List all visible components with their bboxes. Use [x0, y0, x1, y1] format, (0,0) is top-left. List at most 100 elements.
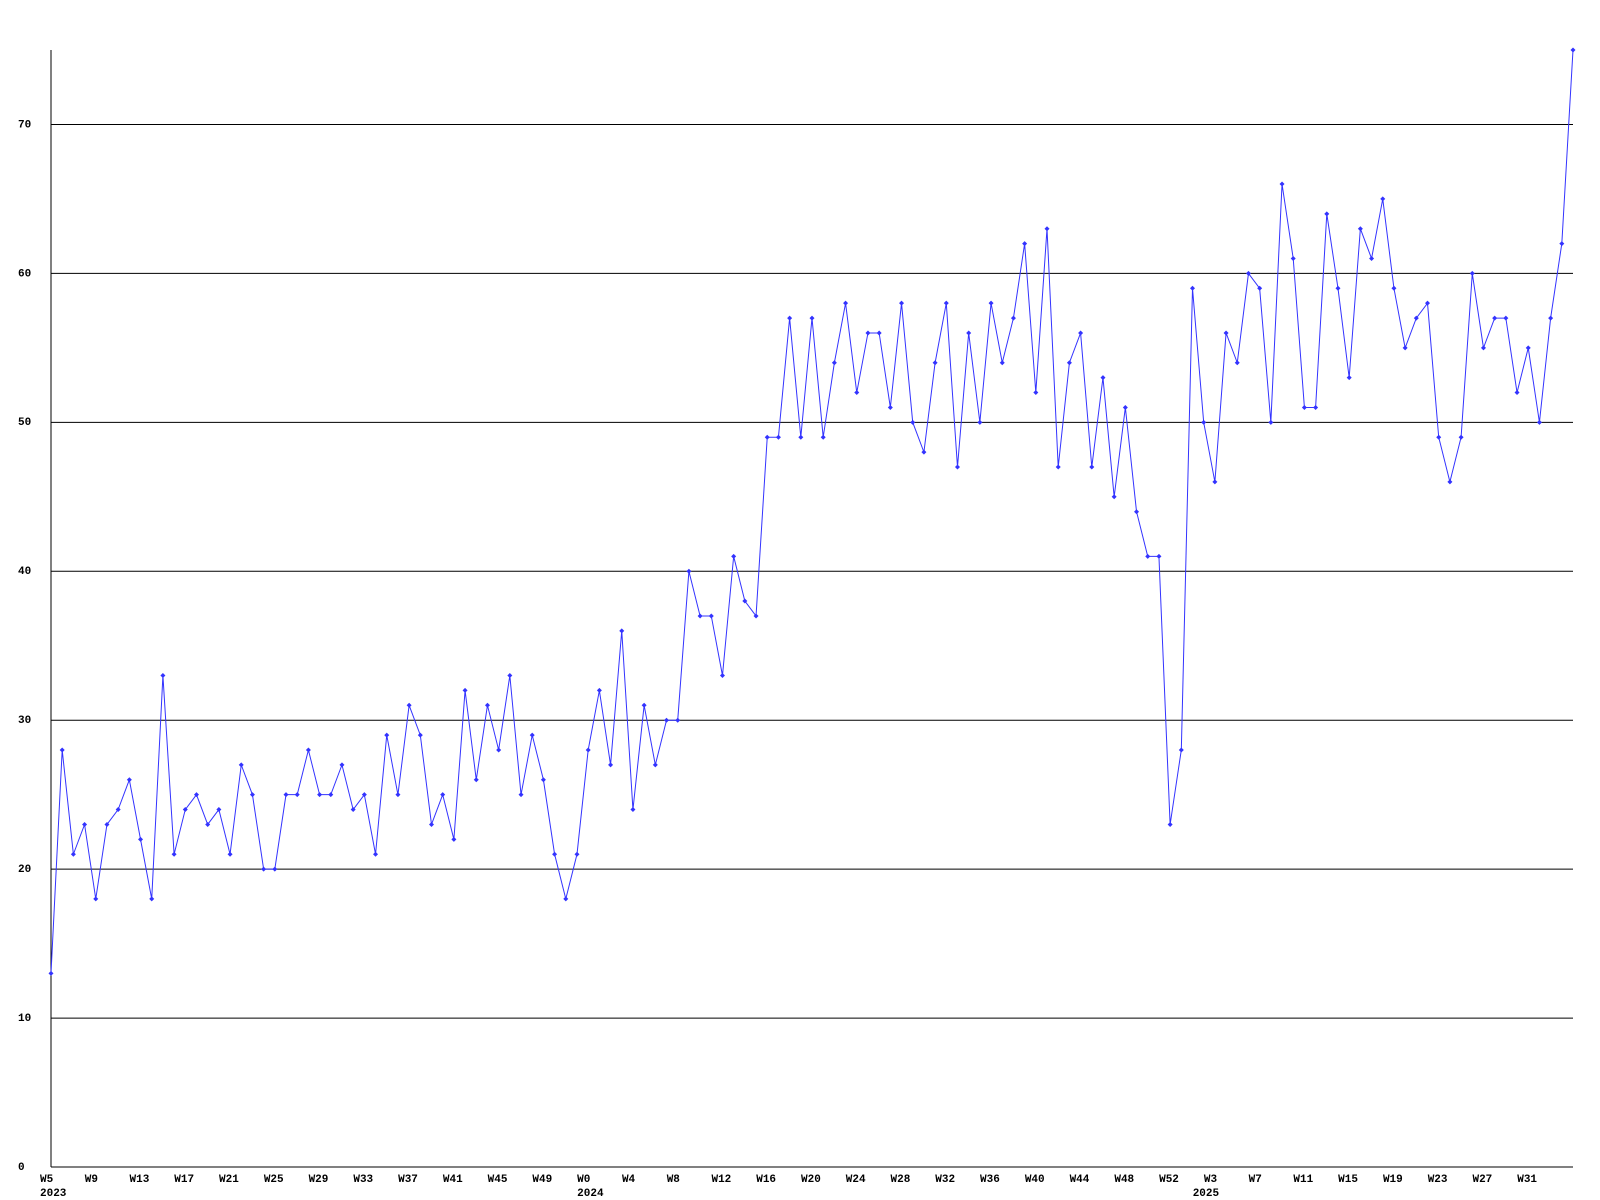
data-point [1078, 330, 1084, 336]
data-point [1212, 479, 1218, 485]
data-point [261, 866, 267, 872]
data-point [921, 449, 927, 455]
data-point [1279, 181, 1285, 187]
data-point [227, 851, 233, 857]
data-point [361, 792, 367, 798]
x-tick-label: W41 [443, 1174, 463, 1186]
data-point [1134, 509, 1140, 515]
data-point [1548, 315, 1554, 321]
data-point [160, 673, 166, 679]
data-point [843, 300, 849, 306]
data-point [1167, 821, 1173, 827]
y-tick-label: 0 [18, 1162, 25, 1174]
data-point [507, 673, 513, 679]
x-group-label: 2025 [1193, 1188, 1220, 1200]
data-point [675, 717, 681, 723]
data-point [1257, 285, 1263, 291]
data-point [932, 360, 938, 366]
data-point [596, 687, 602, 693]
data-point [1145, 553, 1151, 559]
data-point [910, 419, 916, 425]
y-tick-label: 60 [18, 268, 31, 280]
data-point [619, 628, 625, 634]
x-tick-label: W4 [622, 1174, 636, 1186]
data-point [1380, 196, 1386, 202]
x-tick-label: W32 [935, 1174, 955, 1186]
data-point [775, 434, 781, 440]
data-point [1447, 479, 1453, 485]
data-point [1044, 226, 1050, 232]
data-point [1413, 315, 1419, 321]
data-point [1089, 464, 1095, 470]
x-tick-label: W12 [711, 1174, 731, 1186]
x-tick-label: W49 [532, 1174, 552, 1186]
data-point [954, 464, 960, 470]
data-point [440, 792, 446, 798]
data-point [193, 792, 199, 798]
data-point [540, 777, 546, 783]
data-point [1503, 315, 1509, 321]
data-point [999, 360, 1005, 366]
y-tick-label: 10 [18, 1013, 31, 1025]
data-point [552, 851, 558, 857]
data-point [1178, 747, 1184, 753]
y-tick-label: 70 [18, 119, 31, 131]
y-tick-label: 30 [18, 715, 31, 727]
x-tick-label: W28 [891, 1174, 911, 1186]
data-point [182, 807, 188, 813]
data-point [429, 821, 434, 827]
data-point [719, 673, 725, 679]
x-tick-label: W0 [577, 1174, 590, 1186]
data-point [518, 792, 524, 798]
data-point [1559, 241, 1565, 247]
data-point [462, 687, 468, 693]
data-point [1055, 464, 1061, 470]
data-point [294, 792, 300, 798]
data-point [104, 821, 110, 827]
data-point [1570, 47, 1576, 53]
data-point [1156, 553, 1162, 559]
data-point [787, 315, 793, 321]
x-tick-label: W44 [1070, 1174, 1090, 1186]
data-point [1469, 270, 1475, 276]
x-tick-label: W19 [1383, 1174, 1403, 1186]
data-point [1100, 375, 1106, 381]
x-tick-label: W16 [756, 1174, 776, 1186]
data-point [149, 896, 155, 902]
data-point [731, 553, 737, 559]
data-point [406, 702, 412, 708]
data-point [664, 717, 670, 723]
data-point [563, 896, 569, 902]
data-point [1234, 360, 1240, 366]
x-tick-label: W25 [264, 1174, 284, 1186]
data-point [1346, 375, 1352, 381]
data-point [59, 747, 65, 753]
data-point [283, 792, 289, 798]
data-point [1268, 419, 1274, 425]
data-point [1223, 330, 1229, 336]
data-point [1010, 315, 1016, 321]
x-tick-label: W48 [1114, 1174, 1134, 1186]
data-point [641, 702, 647, 708]
data-point [496, 747, 502, 753]
data-point [753, 613, 759, 619]
data-point [484, 702, 490, 708]
data-point [1536, 419, 1542, 425]
data-point [1391, 285, 1397, 291]
data-point [977, 419, 983, 425]
data-point [686, 568, 692, 574]
data-point [395, 792, 401, 798]
data-point [1525, 345, 1531, 351]
data-point [630, 807, 636, 813]
data-point [1033, 390, 1039, 396]
data-point [876, 330, 882, 336]
data-point [272, 866, 278, 872]
data-point [1190, 285, 1195, 291]
data-point [899, 300, 905, 306]
data-line [50, 49, 1574, 974]
data-point [1022, 241, 1028, 247]
data-point [350, 807, 356, 813]
x-tick-label: W27 [1472, 1174, 1492, 1186]
data-point [138, 836, 144, 842]
